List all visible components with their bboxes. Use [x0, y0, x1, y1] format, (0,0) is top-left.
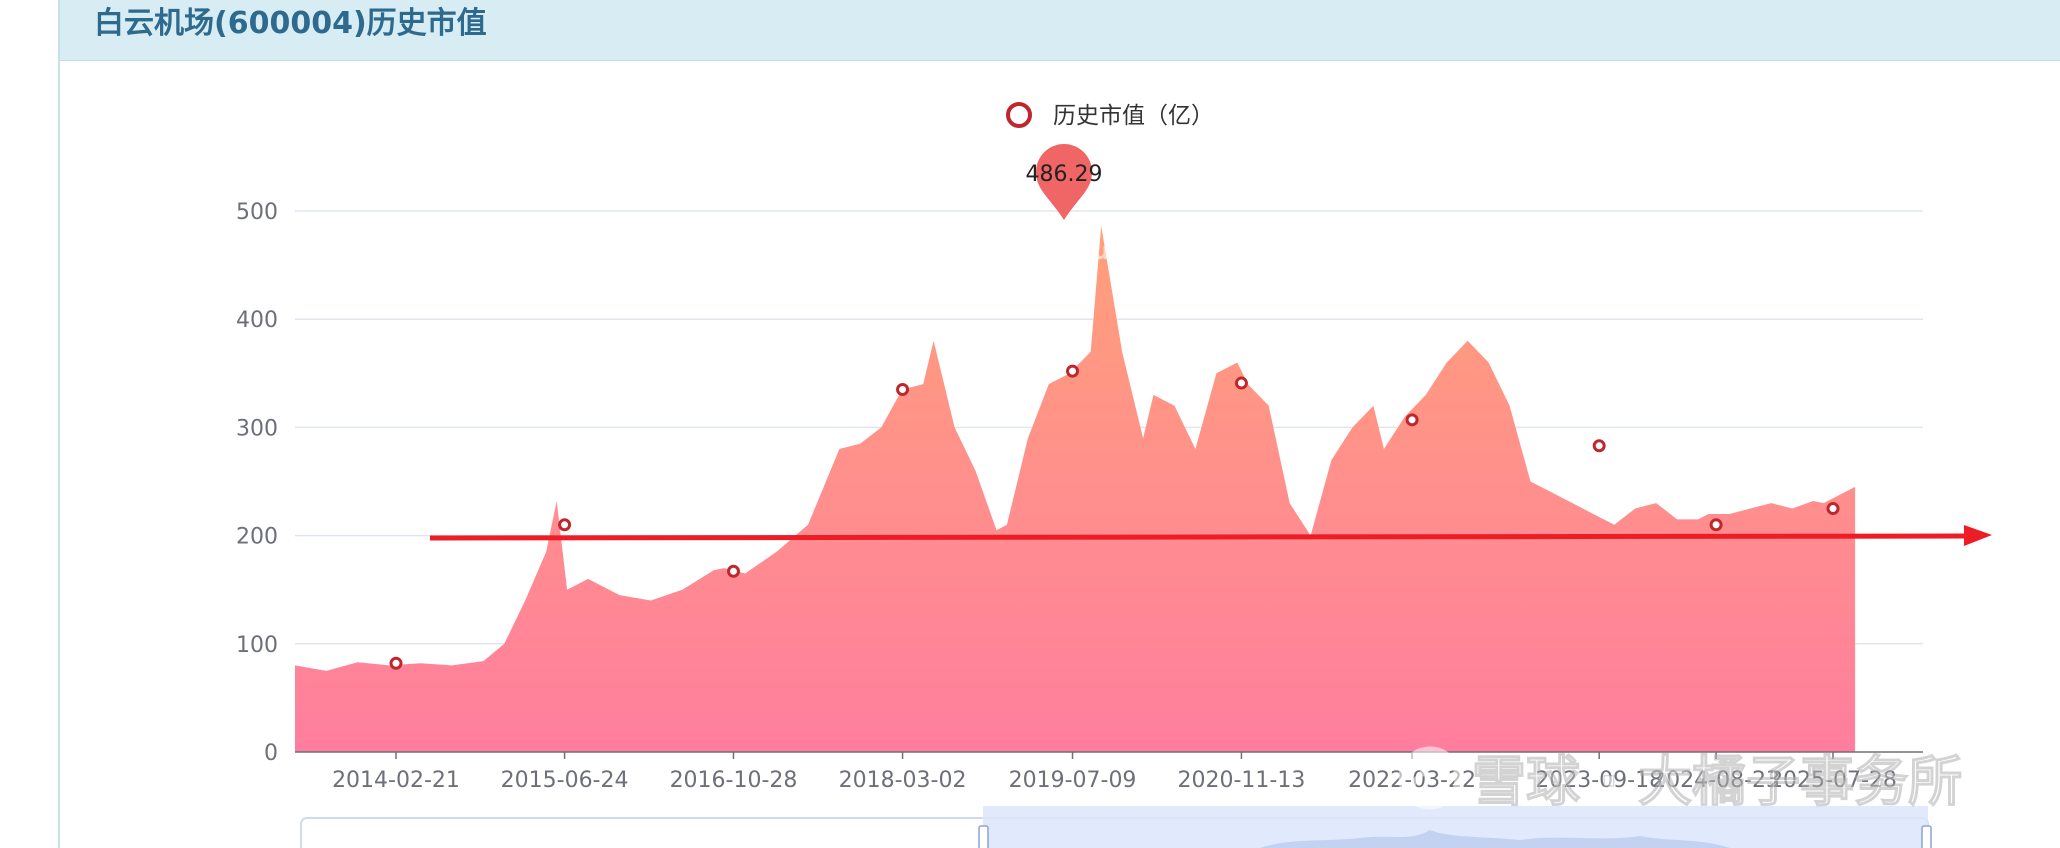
y-axis: 0 100 200 300 400 500: [236, 200, 278, 766]
x-tick-label: 2018-03-02: [839, 768, 967, 793]
x-tick-label: 2016-10-28: [670, 768, 798, 793]
site-watermark: eniu.com: [1051, 237, 1175, 265]
y-tick-label: 300: [236, 416, 278, 441]
data-point-marker[interactable]: [726, 564, 740, 578]
reference-arrow-head: [1964, 525, 1992, 546]
legend[interactable]: 历史市值（亿）: [1006, 102, 1214, 129]
zoom-slider-left-handle[interactable]: [978, 825, 989, 848]
reference-arrow: [429, 525, 1992, 546]
legend-icon: [1006, 102, 1032, 128]
y-tick-label: 100: [236, 633, 278, 658]
xueqiu-logo-swoosh: [1405, 756, 1463, 794]
data-point-marker[interactable]: [1405, 413, 1419, 427]
data-point-marker[interactable]: [558, 518, 572, 532]
x-axis: 2014-02-21 2015-06-24 2016-10-28 2018-03-02…: [332, 752, 1897, 793]
x-tick-label: 2015-06-24: [501, 768, 629, 793]
x-tick-label: 2019-07-09: [1009, 768, 1137, 793]
point-markers: [389, 364, 1840, 670]
xueqiu-watermark-text: 雪球 · 大橘子事务所: [1472, 750, 1962, 813]
y-tick-label: 0: [264, 741, 278, 766]
xueqiu-watermark: 雪球 · 大橘子事务所: [1398, 746, 1963, 814]
x-tick-label: 2024-08-23: [1652, 768, 1780, 793]
xueqiu-logo-icon: [1398, 746, 1462, 810]
panel-header: 白云机场(600004)历史市值: [60, 0, 2060, 61]
x-tick-label: 2025-07-28: [1769, 768, 1897, 793]
page-title: 白云机场(600004)历史市值: [94, 6, 487, 41]
x-tick-label: 2014-02-21: [332, 768, 460, 793]
data-point-marker[interactable]: [389, 656, 403, 670]
data-point-marker[interactable]: [1234, 376, 1248, 390]
data-point-marker[interactable]: [1592, 439, 1606, 453]
max-pin: 486.29: [1026, 144, 1103, 220]
data-point-marker[interactable]: [1709, 518, 1723, 532]
data-point-marker[interactable]: [1066, 364, 1080, 378]
max-pin-shape: [1036, 144, 1092, 220]
x-tick-label: 2020-11-13: [1178, 768, 1306, 793]
zoom-slider[interactable]: [300, 806, 1932, 848]
reference-arrow-line: [429, 533, 1969, 541]
legend-label: 历史市值（亿）: [1053, 103, 1214, 129]
y-tick-label: 200: [236, 525, 278, 550]
series-area: [295, 225, 1856, 753]
y-tick-label: 500: [236, 200, 278, 225]
y-tick-label: 400: [236, 308, 278, 333]
data-point-marker[interactable]: [1826, 502, 1840, 516]
zoom-slider-preview: [1260, 830, 1730, 848]
max-pin-label: 486.29: [1026, 162, 1103, 187]
zoom-slider-right-handle[interactable]: [1921, 825, 1932, 848]
x-tick-label: 2023-09-18: [1535, 768, 1663, 793]
data-point-marker[interactable]: [896, 383, 910, 397]
